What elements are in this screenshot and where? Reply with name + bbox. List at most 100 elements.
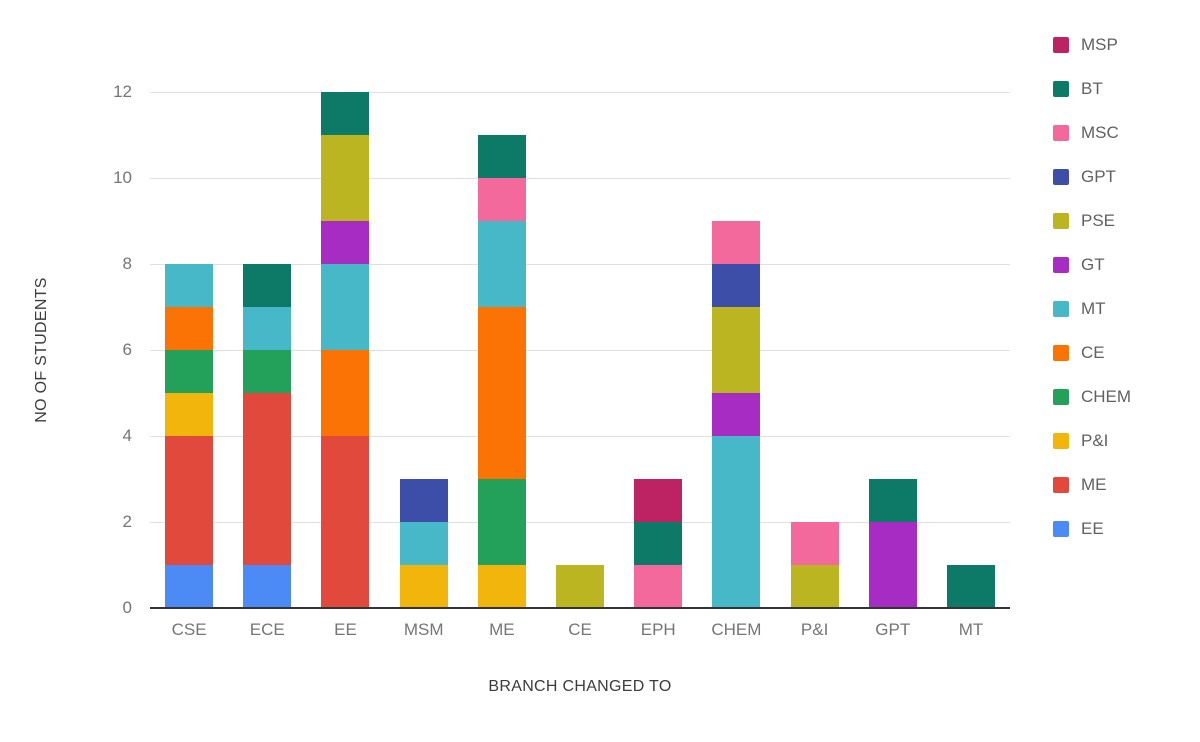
legend-entry-PSE[interactable]: PSE [1053, 199, 1131, 243]
legend-entry-EE[interactable]: EE [1053, 507, 1131, 551]
y-tick-label: 6 [122, 340, 132, 359]
stacked-bar [477, 135, 526, 608]
bar-segment-MT[interactable] [712, 436, 761, 608]
stacked-bar [243, 264, 292, 608]
legend-label: CE [1081, 343, 1105, 362]
legend-entry-CHEM[interactable]: CHEM [1053, 375, 1131, 419]
x-tick-label: ME [489, 620, 515, 639]
bar-segment-PSE[interactable] [556, 565, 605, 608]
bar-segment-MT[interactable] [243, 307, 292, 350]
legend-entry-MSC[interactable]: MSC [1053, 111, 1131, 155]
legend-swatch [1053, 477, 1069, 493]
bar-segment-ME[interactable] [321, 436, 370, 608]
bar-segment-PSE[interactable] [712, 307, 761, 393]
y-tick-label: 0 [122, 598, 132, 617]
bar-segment-BT[interactable] [868, 479, 917, 522]
legend-swatch [1053, 257, 1069, 273]
bar-segment-MT[interactable] [477, 221, 526, 307]
bar-segment-GPT[interactable] [712, 264, 761, 307]
bar-segment-PSE[interactable] [321, 135, 370, 221]
bar-segment-CHEM[interactable] [243, 350, 292, 393]
gridline [150, 178, 1010, 179]
bar-segment-GT[interactable] [868, 522, 917, 608]
stacked-bar [634, 479, 683, 608]
bar-segment-EE[interactable] [165, 565, 214, 608]
legend-entry-GPT[interactable]: GPT [1053, 155, 1131, 199]
bar-segment-CHEM[interactable] [477, 479, 526, 565]
bar-segment-ME[interactable] [243, 393, 292, 565]
stacked-bar [399, 479, 448, 608]
legend-entry-MSP[interactable]: MSP [1053, 23, 1131, 67]
y-axis-title: NO OF STUDENTS [33, 277, 50, 423]
gridline [150, 350, 1010, 351]
legend-swatch [1053, 521, 1069, 537]
legend-swatch [1053, 301, 1069, 317]
bar-EPH [619, 92, 697, 608]
bar-GPT [854, 92, 932, 608]
bar-segment-ME[interactable] [165, 436, 214, 565]
x-tick-label: MSM [403, 620, 444, 639]
bar-segment-MSC[interactable] [477, 178, 526, 221]
bar-segment-BT[interactable] [477, 135, 526, 178]
stacked-bar [165, 264, 214, 608]
bar-CE [541, 92, 619, 608]
bar-ECE [228, 92, 306, 608]
bar-segment-PSE[interactable] [790, 565, 839, 608]
legend-label: GPT [1081, 167, 1116, 186]
bar-MT [932, 92, 1010, 608]
y-tick-label: 8 [122, 254, 132, 273]
legend-swatch [1053, 169, 1069, 185]
bar-segment-EE[interactable] [243, 565, 292, 608]
stacked-bar [321, 92, 370, 608]
legend-label: BT [1081, 79, 1103, 98]
bar-segment-MSC[interactable] [634, 565, 683, 608]
bar-segment-CHEM[interactable] [165, 350, 214, 393]
bar-segment-GT[interactable] [712, 393, 761, 436]
legend-swatch [1053, 37, 1069, 53]
legend-entry-P&I[interactable]: P&I [1053, 419, 1131, 463]
bar-segment-BT[interactable] [946, 565, 995, 608]
bar-segment-GT[interactable] [321, 221, 370, 264]
bar-segment-CE[interactable] [165, 307, 214, 350]
legend-swatch [1053, 81, 1069, 97]
bar-segment-P&I[interactable] [165, 393, 214, 436]
bar-segment-MSP[interactable] [634, 479, 683, 522]
legend-label: MT [1081, 299, 1106, 318]
x-axis-title: BRANCH CHANGED TO [488, 678, 672, 695]
legend-label: EE [1081, 519, 1104, 538]
legend-entry-CE[interactable]: CE [1053, 331, 1131, 375]
bar-segment-BT[interactable] [243, 264, 292, 307]
gridline [150, 436, 1010, 437]
bar-CSE [150, 92, 228, 608]
legend-entry-BT[interactable]: BT [1053, 67, 1131, 111]
legend-entry-ME[interactable]: ME [1053, 463, 1131, 507]
bar-segment-P&I[interactable] [477, 565, 526, 608]
legend-swatch [1053, 125, 1069, 141]
legend-label: P&I [1081, 431, 1109, 450]
bar-segment-MSC[interactable] [790, 522, 839, 565]
legend-entry-GT[interactable]: GT [1053, 243, 1131, 287]
legend-swatch [1053, 389, 1069, 405]
bar-segment-P&I[interactable] [399, 565, 448, 608]
legend-label: PSE [1081, 211, 1116, 230]
bar-segment-MT[interactable] [399, 522, 448, 565]
bar-segment-MT[interactable] [321, 264, 370, 350]
legend-entry-MT[interactable]: MT [1053, 287, 1131, 331]
bar-segment-MSC[interactable] [712, 221, 761, 264]
legend-swatch [1053, 345, 1069, 361]
y-tick-label: 12 [113, 82, 132, 101]
bar-segment-CE[interactable] [477, 307, 526, 479]
x-tick-label: CE [568, 620, 592, 639]
bar-segment-MT[interactable] [165, 264, 214, 307]
x-tick-label: CSE [171, 620, 207, 639]
bar-P&I [776, 92, 854, 608]
bars-layer [150, 92, 1010, 608]
bar-segment-BT[interactable] [321, 92, 370, 135]
bar-segment-GPT[interactable] [399, 479, 448, 522]
bar-segment-CE[interactable] [321, 350, 370, 436]
bar-segment-BT[interactable] [634, 522, 683, 565]
bar-ME [463, 92, 541, 608]
gridline [150, 264, 1010, 265]
legend-label: GT [1081, 255, 1105, 274]
